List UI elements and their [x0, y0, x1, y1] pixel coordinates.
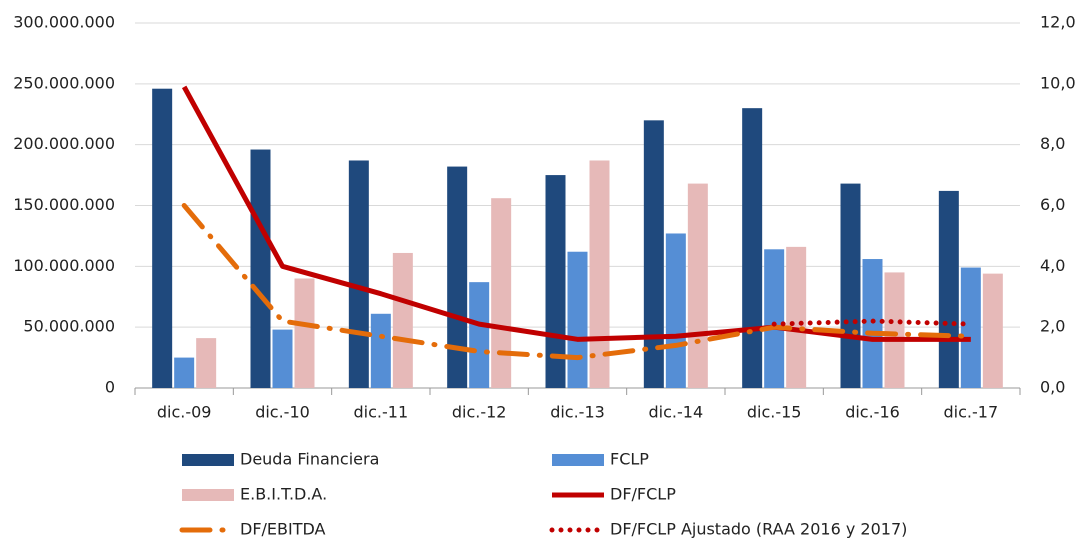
- y-tick-label: 100.000.000: [13, 256, 115, 275]
- bar: [567, 251, 588, 388]
- y2-tick-label: 0,0: [1040, 378, 1065, 397]
- x-tick-label: dic.-14: [649, 403, 704, 422]
- line: [181, 85, 971, 342]
- y2-tick-label: 4,0: [1040, 256, 1065, 275]
- bar: [643, 120, 664, 388]
- legend-label: FCLP: [610, 450, 649, 469]
- y2-tick-label: 8,0: [1040, 134, 1065, 153]
- y-tick-label: 300.000.000: [13, 13, 115, 32]
- legend-swatch: [552, 454, 604, 466]
- bar: [250, 149, 271, 388]
- x-tick-label: dic.-10: [255, 403, 310, 422]
- bar: [152, 88, 173, 388]
- bar: [272, 329, 293, 388]
- bar: [982, 273, 1003, 388]
- legend-label: E.B.I.T.D.A.: [240, 485, 327, 504]
- x-tick-label: dic.-16: [845, 403, 900, 422]
- bar: [174, 357, 195, 388]
- y-tick-label: 150.000.000: [13, 195, 115, 214]
- bar: [491, 198, 512, 388]
- bar: [469, 282, 490, 388]
- bar: [589, 160, 610, 388]
- bar: [938, 190, 959, 388]
- y2-tick-label: 12,0: [1040, 13, 1076, 32]
- bar: [840, 183, 861, 388]
- bar: [370, 313, 391, 388]
- line: [181, 203, 974, 361]
- bar: [665, 233, 686, 388]
- bar: [764, 249, 785, 388]
- x-tick-label: dic.-09: [157, 403, 212, 422]
- x-tick-label: dic.-17: [944, 403, 999, 422]
- bar: [447, 166, 468, 388]
- bar: [687, 183, 708, 388]
- y2-tick-label: 10,0: [1040, 73, 1076, 92]
- x-tick-label: dic.-11: [354, 403, 409, 422]
- bar: [742, 108, 763, 389]
- bar: [294, 278, 315, 388]
- bar: [786, 246, 807, 388]
- x-tick-label: dic.-13: [550, 403, 605, 422]
- y-tick-label: 200.000.000: [13, 134, 115, 153]
- bar: [960, 267, 981, 388]
- y-tick-label: 50.000.000: [23, 317, 115, 336]
- legend-label: DF/EBITDA: [240, 520, 326, 539]
- legend-label: DF/FCLP: [610, 485, 676, 504]
- line: [771, 318, 974, 327]
- bar: [196, 338, 217, 388]
- bar: [884, 272, 905, 388]
- y2-tick-label: 6,0: [1040, 195, 1065, 214]
- legend-swatch: [182, 454, 234, 466]
- legend-label: Deuda Financiera: [240, 450, 379, 469]
- x-tick-label: dic.-12: [452, 403, 507, 422]
- y2-tick-label: 2,0: [1040, 317, 1065, 336]
- y-tick-label: 250.000.000: [13, 73, 115, 92]
- bar: [392, 252, 413, 388]
- legend-label: DF/FCLP Ajustado (RAA 2016 y 2017): [610, 520, 907, 539]
- bar: [348, 160, 369, 388]
- legend-swatch: [182, 489, 234, 501]
- x-tick-label: dic.-15: [747, 403, 802, 422]
- y-tick-label: 0: [105, 378, 115, 397]
